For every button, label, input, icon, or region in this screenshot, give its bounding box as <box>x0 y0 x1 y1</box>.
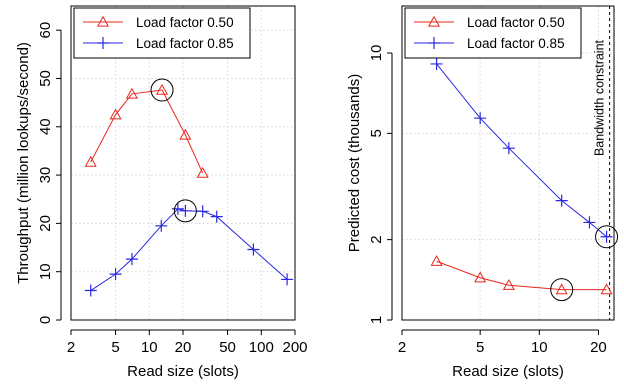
legend-label: Load factor 0.50 <box>467 15 565 30</box>
data-point-triangle <box>196 166 209 178</box>
data-point-plus <box>555 194 568 207</box>
x-tick-label: 20 <box>175 339 192 356</box>
data-point-plus <box>171 202 184 215</box>
series-line <box>90 89 204 174</box>
x-tick-label: 5 <box>476 339 484 356</box>
x-tick-label: 2 <box>67 339 75 356</box>
data-point-plus <box>196 205 209 218</box>
chart-panel-1: 2 5 10 20 50 100 200 Read size (slots) 0 10 20 30 40… <box>15 5 308 380</box>
data-point-plus <box>155 219 168 232</box>
legend: Load factor 0.50 Load factor 0.85 <box>73 7 251 59</box>
x-tick-label: 5 <box>111 339 119 356</box>
data-point-plus <box>583 216 596 229</box>
y-axis-label: Throughput (million lookups/second) <box>15 42 32 284</box>
y-tick-label: 1 <box>368 316 385 324</box>
highlight-circle <box>173 199 197 223</box>
data-point-triangle <box>502 278 515 290</box>
series-1 <box>84 83 209 178</box>
data-point-plus <box>179 204 192 217</box>
x-tick-label: 200 <box>282 339 307 356</box>
series-2 <box>430 57 613 243</box>
data-point-plus <box>428 37 440 49</box>
series-line <box>436 260 607 291</box>
data-point-plus <box>430 57 443 70</box>
x-tick-label: 100 <box>249 339 274 356</box>
x-tick-label: 20 <box>590 339 607 356</box>
data-point-plus <box>125 253 138 266</box>
data-point-plus <box>502 142 515 155</box>
data-point-triangle <box>84 155 97 167</box>
x-axis-label: Read size (slots) <box>452 363 564 380</box>
highlight-circle <box>150 78 174 102</box>
x-tick-label: 10 <box>141 339 158 356</box>
data-point-triangle <box>155 83 169 95</box>
data-point-plus <box>247 243 260 256</box>
y-tick-label: 20 <box>37 215 54 232</box>
chart-panel-2: 2 5 10 20 Read size (slots) 1 2 5 10 Predicted co… <box>346 5 619 380</box>
y-tick-label: 5 <box>368 129 385 137</box>
legend-label: Load factor 0.85 <box>136 36 234 51</box>
x-tick-label: 50 <box>219 339 236 356</box>
series-2 <box>84 202 294 297</box>
series-line <box>436 63 607 238</box>
data-point-plus <box>109 268 122 281</box>
bandwidth-constraint-label: Bandwidth constraint <box>593 39 607 156</box>
x-axis-label: Read size (slots) <box>127 363 239 380</box>
data-point-triangle <box>600 283 613 295</box>
data-point-plus <box>84 284 97 297</box>
data-point-plus <box>97 37 109 49</box>
data-point-plus <box>600 230 613 243</box>
legend-label: Load factor 0.50 <box>136 15 234 30</box>
y-tick-label: 0 <box>37 316 54 324</box>
highlight-circle <box>550 278 574 302</box>
y-axis-label: Predicted cost (thousands) <box>346 74 363 252</box>
y-tick-label: 10 <box>368 45 385 62</box>
data-point-triangle <box>109 108 122 120</box>
data-point-triangle <box>430 255 443 266</box>
x-tick-label: 2 <box>398 339 406 356</box>
y-tick-label: 2 <box>368 235 385 243</box>
highlight-circle <box>595 225 619 249</box>
legend-label: Load factor 0.85 <box>467 36 565 51</box>
data-point-triangle <box>427 15 441 27</box>
series-line <box>90 208 288 291</box>
data-point-triangle <box>179 128 192 140</box>
data-point-triangle <box>474 271 487 283</box>
data-point-triangle <box>125 87 138 99</box>
y-tick-label: 40 <box>37 118 54 135</box>
plot-frame <box>401 5 615 321</box>
y-tick-label: 10 <box>37 263 54 280</box>
y-tick-label: 30 <box>37 167 54 184</box>
y-tick-label: 60 <box>37 22 54 39</box>
legend: Load factor 0.50 Load factor 0.85 <box>404 7 582 59</box>
legend-box <box>73 7 251 59</box>
data-point-plus <box>474 112 487 125</box>
data-point-triangle <box>96 15 110 27</box>
x-tick-label: 10 <box>531 339 548 356</box>
data-point-triangle <box>555 283 568 295</box>
y-tick-label: 50 <box>37 70 54 87</box>
legend-box <box>404 7 582 59</box>
plot-frame <box>70 5 296 321</box>
data-point-plus <box>210 210 223 223</box>
series-1 <box>430 255 613 295</box>
data-point-plus <box>281 273 294 286</box>
